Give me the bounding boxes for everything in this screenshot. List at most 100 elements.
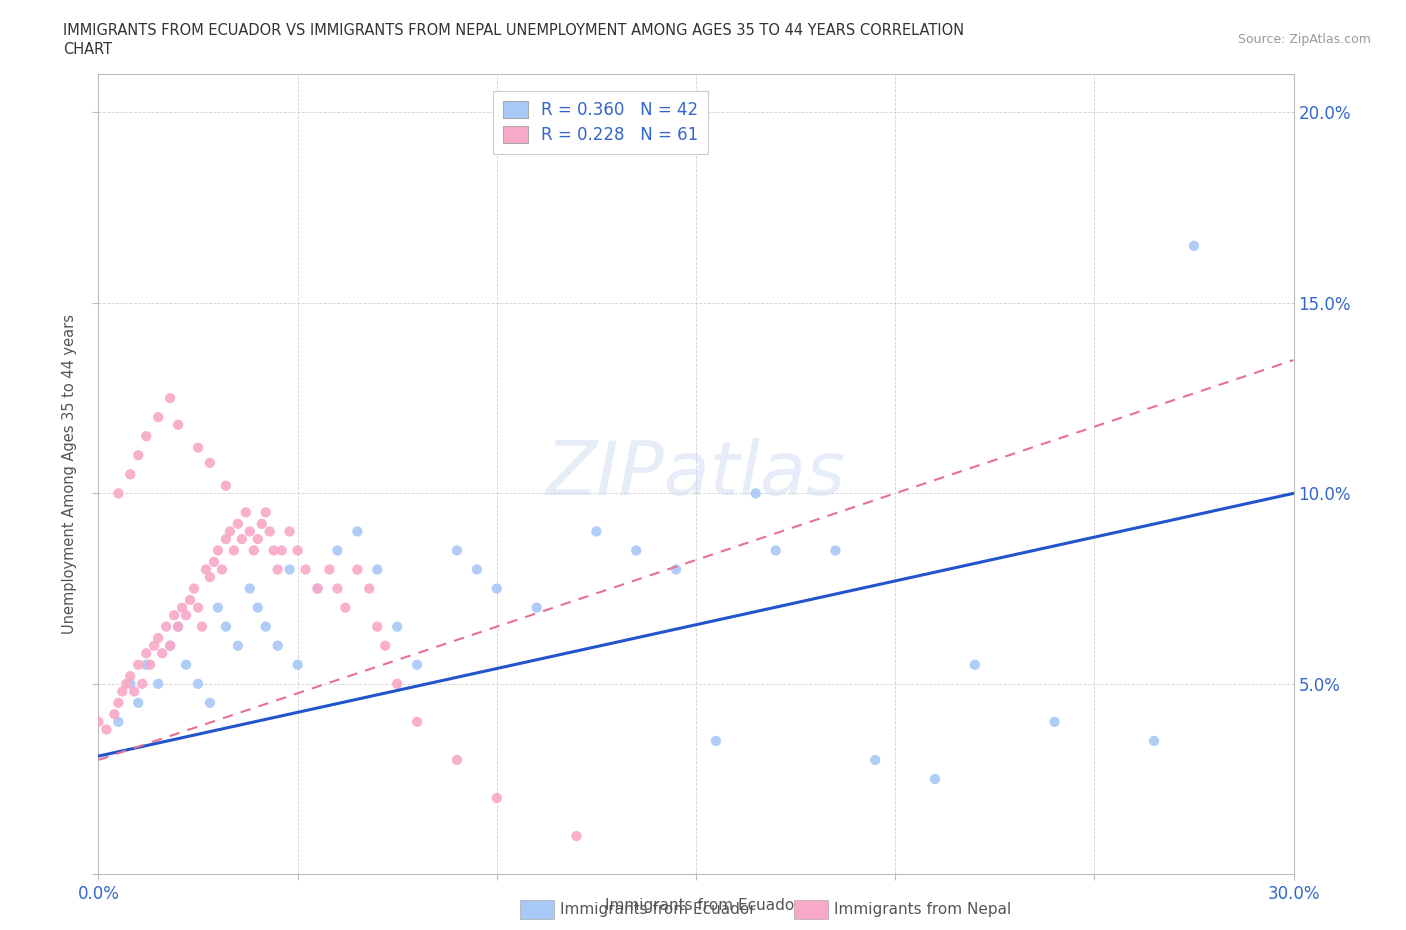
Point xyxy=(167,619,190,634)
Point xyxy=(824,543,846,558)
Text: Immigrants from Ecuador: Immigrants from Ecuador xyxy=(560,902,755,917)
Point xyxy=(246,532,269,547)
Point xyxy=(120,467,142,482)
Point xyxy=(626,543,648,558)
Point xyxy=(346,524,368,538)
Point xyxy=(131,676,153,691)
Point xyxy=(135,658,157,672)
Point xyxy=(179,592,201,607)
Point xyxy=(865,752,887,767)
Point xyxy=(963,658,986,672)
Point xyxy=(163,608,186,623)
Point xyxy=(665,562,688,577)
Point xyxy=(406,658,429,672)
Point xyxy=(215,619,238,634)
Point xyxy=(191,619,214,634)
Point xyxy=(172,600,194,615)
Point xyxy=(159,391,181,405)
Point xyxy=(167,619,190,634)
Point xyxy=(215,532,238,547)
Point xyxy=(127,658,149,672)
Point xyxy=(335,600,357,615)
Text: Immigrants from Ecuador: Immigrants from Ecuador xyxy=(605,897,801,912)
Point xyxy=(127,448,149,463)
Point xyxy=(366,562,388,577)
Point xyxy=(135,429,157,444)
Point xyxy=(307,581,329,596)
Point xyxy=(246,600,269,615)
Text: CHART: CHART xyxy=(63,42,112,57)
Point xyxy=(215,478,238,493)
Point xyxy=(148,410,170,425)
Point xyxy=(254,505,277,520)
Point xyxy=(107,696,129,711)
Text: ZIPatlas: ZIPatlas xyxy=(546,438,846,511)
Point xyxy=(120,676,142,691)
Point xyxy=(198,570,221,585)
Point xyxy=(148,676,170,691)
Legend: R = 0.360   N = 42, R = 0.228   N = 61: R = 0.360 N = 42, R = 0.228 N = 61 xyxy=(492,91,709,153)
Point xyxy=(198,456,221,471)
Point xyxy=(207,543,229,558)
Point xyxy=(150,645,173,660)
Point xyxy=(159,638,181,653)
Point xyxy=(287,543,309,558)
Point xyxy=(198,696,221,711)
Point xyxy=(326,543,349,558)
Point xyxy=(127,696,149,711)
Point xyxy=(207,600,229,615)
Point xyxy=(187,440,209,455)
Point xyxy=(366,619,388,634)
Text: Immigrants from Nepal: Immigrants from Nepal xyxy=(834,902,1011,917)
Point xyxy=(111,684,134,698)
Point xyxy=(107,714,129,729)
Point xyxy=(195,562,218,577)
Point xyxy=(250,516,273,531)
Point xyxy=(226,638,249,653)
Point xyxy=(267,638,290,653)
Point xyxy=(155,619,177,634)
Point xyxy=(87,714,110,729)
Point xyxy=(259,524,281,538)
Point xyxy=(278,524,301,538)
Point xyxy=(211,562,233,577)
Point xyxy=(307,581,329,596)
Point xyxy=(103,707,125,722)
Point xyxy=(115,676,138,691)
Point xyxy=(235,505,257,520)
Point xyxy=(745,485,768,500)
Point xyxy=(239,581,262,596)
Point xyxy=(187,676,209,691)
Point xyxy=(263,543,285,558)
Point xyxy=(526,600,548,615)
Point xyxy=(446,543,468,558)
Point xyxy=(139,658,162,672)
Point xyxy=(96,722,118,737)
Point xyxy=(159,638,181,653)
Point xyxy=(359,581,381,596)
Point xyxy=(148,631,170,645)
Point xyxy=(765,543,787,558)
Point xyxy=(135,645,157,660)
Point xyxy=(385,676,409,691)
Point xyxy=(485,790,508,805)
Point xyxy=(202,554,225,569)
Point xyxy=(231,532,253,547)
Point xyxy=(270,543,292,558)
Point xyxy=(174,658,197,672)
Point xyxy=(346,562,368,577)
Y-axis label: Unemployment Among Ages 35 to 44 years: Unemployment Among Ages 35 to 44 years xyxy=(62,314,77,634)
Point xyxy=(174,608,197,623)
Point xyxy=(143,638,166,653)
Point xyxy=(704,734,727,749)
Point xyxy=(1143,734,1166,749)
Point xyxy=(187,600,209,615)
Point xyxy=(485,581,508,596)
Point xyxy=(565,829,588,844)
Point xyxy=(585,524,607,538)
Point xyxy=(267,562,290,577)
Point xyxy=(924,772,946,787)
Point xyxy=(465,562,488,577)
Point xyxy=(226,516,249,531)
Point xyxy=(374,638,396,653)
